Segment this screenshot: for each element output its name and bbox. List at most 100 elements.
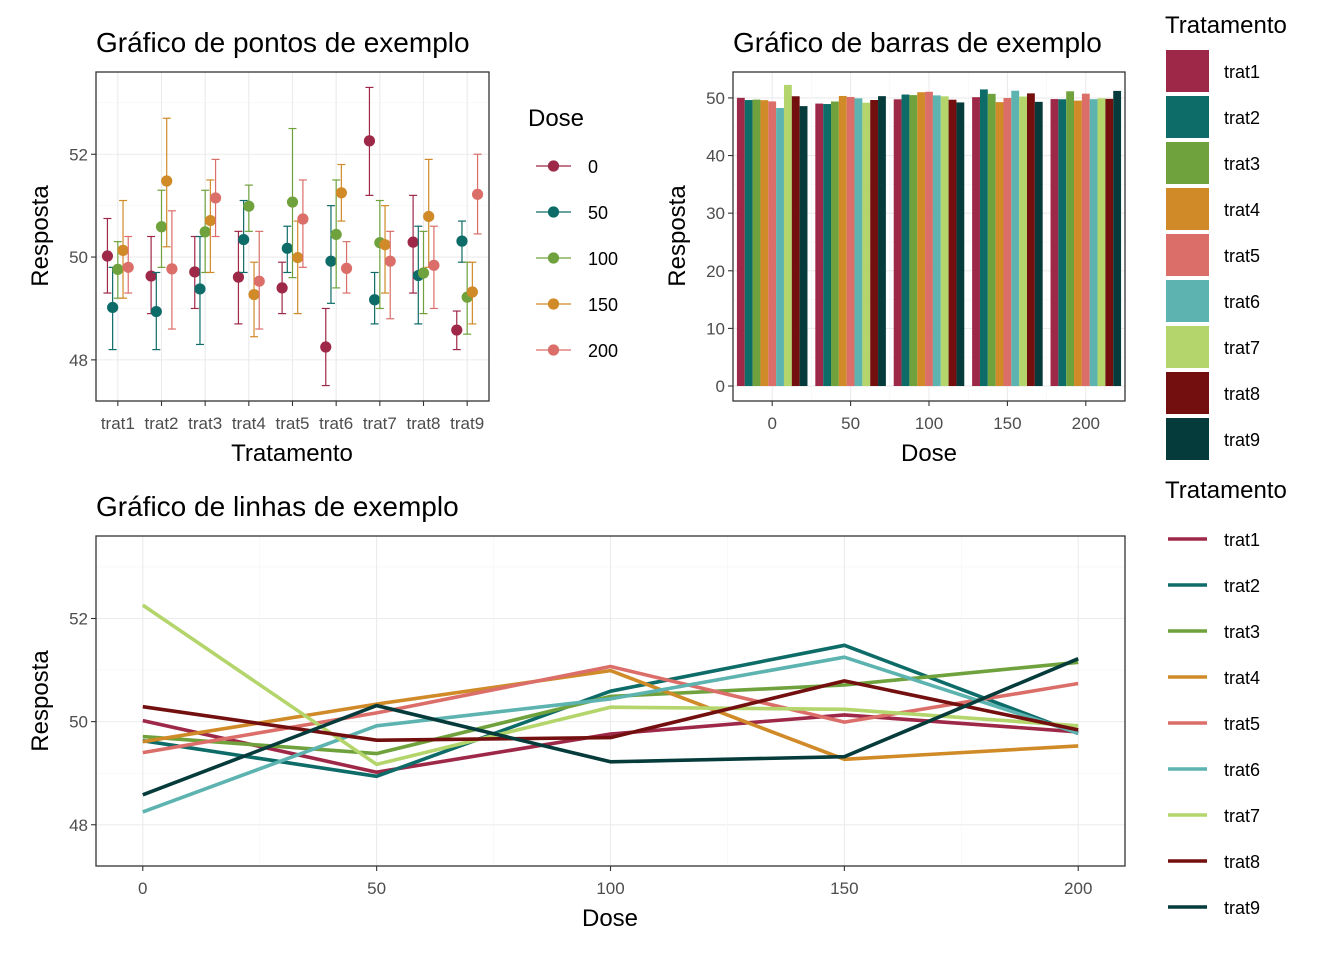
- bar-trat8-dose-200: [1105, 98, 1114, 387]
- bar-trat6-dose-150: [1011, 90, 1020, 387]
- x-tick-label: trat6: [319, 414, 353, 433]
- legend-label: trat8: [1224, 384, 1260, 404]
- point-dose-50-trat7: [369, 271, 381, 325]
- legend-key-swatch: [1166, 372, 1209, 414]
- data-point: [292, 251, 304, 264]
- bar-trat5-dose-50: [846, 96, 855, 387]
- data-point: [209, 192, 222, 204]
- y-tick-label: 52: [69, 145, 88, 164]
- point-dose-100-trat2: [155, 189, 168, 268]
- data-point: [286, 196, 299, 208]
- point-dose-100-trat5: [286, 127, 299, 279]
- point-dose-50-trat3: [194, 235, 206, 346]
- bars-legend: Tratamento trat1trat2trat3trat4trat5trat…: [1165, 12, 1287, 460]
- bars-legend-item: trat3: [1166, 142, 1260, 184]
- legend-label: trat3: [1224, 622, 1260, 642]
- bar-trat2-dose-150: [979, 89, 988, 387]
- data-point: [466, 286, 478, 298]
- data-point: [150, 305, 162, 318]
- data-point: [340, 262, 353, 274]
- data-point: [101, 250, 114, 262]
- legend-label: trat2: [1224, 576, 1260, 596]
- bars-legend-item: trat5: [1166, 234, 1260, 276]
- legend-label: 150: [588, 295, 618, 315]
- point-dose-200-trat8: [428, 225, 440, 310]
- data-point: [189, 266, 201, 278]
- bar-trat4-dose-200: [1074, 100, 1082, 387]
- point-dose-100-trat6: [330, 179, 342, 289]
- point-dose-50-trat5: [281, 225, 293, 274]
- x-tick-label: trat8: [406, 414, 440, 433]
- point-dose-150-trat4: [248, 261, 260, 338]
- data-point: [194, 283, 206, 295]
- data-point: [379, 239, 391, 251]
- x-tick-label: 200: [1064, 879, 1092, 898]
- bar-trat9-dose-50: [878, 96, 886, 387]
- data-point: [407, 236, 419, 248]
- legend-key-point: [547, 206, 560, 218]
- lines-legend-title: Tratamento: [1165, 477, 1287, 504]
- points-x-ticks: trat1 trat2 trat3 trat4 trat5 trat6 trat7 trat8…: [101, 401, 484, 433]
- bar-trat9-dose-100: [956, 102, 965, 387]
- data-point: [297, 213, 309, 225]
- y-tick-label: 48: [69, 816, 88, 835]
- lines-legend-item: trat9: [1168, 898, 1260, 918]
- lines-legend-item: trat6: [1168, 760, 1260, 780]
- bar-trat5-dose-200: [1081, 93, 1090, 387]
- bars-marks: [736, 84, 1122, 387]
- dose-legend-item: 200: [536, 341, 618, 361]
- data-point: [451, 324, 463, 336]
- x-tick-label: 0: [767, 414, 776, 433]
- lines-legend-item: trat3: [1168, 622, 1260, 642]
- point-dose-150-trat6: [335, 163, 347, 222]
- point-dose-150-trat5: [292, 220, 304, 315]
- point-dose-0-trat4: [232, 230, 245, 325]
- legend-label: 50: [588, 203, 608, 223]
- point-dose-0-trat6: [320, 307, 332, 387]
- x-tick-label: 150: [830, 879, 858, 898]
- bar-trat4-dose-0: [760, 100, 769, 387]
- bar-trat1-dose-200: [1050, 99, 1059, 387]
- point-dose-0-trat3: [189, 235, 201, 310]
- points-chart: Gráfico de pontos de exemplo 48 50 52 trat…: [27, 27, 618, 467]
- points-y-ticks: 48 50 52: [69, 145, 96, 370]
- legend-key-point: [547, 344, 560, 356]
- bars-chart-title: Gráfico de barras de exemplo: [733, 27, 1102, 58]
- bars-x-ticks: 0 50 100 150 200: [767, 401, 1100, 433]
- data-point: [276, 282, 288, 294]
- data-point: [243, 200, 255, 212]
- legend-key-swatch: [1166, 418, 1209, 460]
- data-point: [330, 228, 342, 241]
- data-point: [107, 301, 119, 314]
- data-point: [325, 255, 337, 267]
- point-dose-200-trat3: [209, 158, 222, 238]
- data-point: [384, 255, 396, 267]
- point-dose-200-trat9: [471, 153, 484, 235]
- legend-label: trat1: [1224, 530, 1260, 550]
- x-tick-label: 100: [596, 879, 624, 898]
- legend-key-swatch: [1166, 326, 1209, 368]
- x-tick-label: 0: [138, 879, 147, 898]
- bar-trat9-dose-0: [799, 106, 808, 387]
- bar-trat1-dose-150: [972, 97, 980, 387]
- data-point: [369, 294, 381, 306]
- data-point: [456, 235, 468, 247]
- bar-trat3-dose-150: [987, 93, 996, 387]
- data-point: [238, 233, 250, 246]
- data-point: [166, 263, 178, 275]
- bars-legend-keys: trat1 trat2 trat3 trat4 trat5 trat6 trat7 trat8…: [1166, 50, 1260, 460]
- legend-key-swatch: [1166, 234, 1209, 276]
- legend-label: trat3: [1224, 154, 1260, 174]
- lines-marks: [141, 603, 1079, 814]
- y-tick-label: 52: [69, 610, 88, 629]
- dose-legend-item: 50: [536, 203, 608, 223]
- data-point: [161, 175, 173, 187]
- legend-key-point: [547, 160, 560, 172]
- bar-trat6-dose-200: [1089, 99, 1098, 387]
- bar-trat8-dose-50: [870, 100, 879, 387]
- data-point: [204, 214, 216, 227]
- bar-trat3-dose-0: [752, 99, 761, 387]
- legend-key-point: [547, 298, 560, 310]
- dose-legend-title: Dose: [528, 105, 584, 132]
- legend-label: trat7: [1224, 338, 1260, 358]
